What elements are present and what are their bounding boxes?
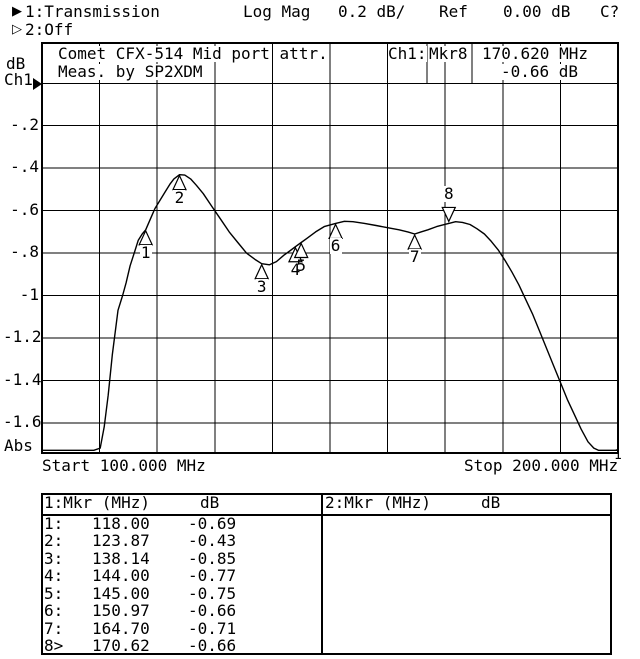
marker-row-number: 3: xyxy=(44,548,64,568)
y-axis-label: -1 xyxy=(19,284,39,304)
marker-row-frequency: 138.14 xyxy=(92,548,150,568)
readout-level: -0.66 dB xyxy=(501,62,579,81)
table-1-header-label: 1:Mkr (MHz) xyxy=(44,493,150,512)
marker-5-symbol-icon xyxy=(293,242,309,259)
y-axis-label: -.6 xyxy=(10,199,39,219)
y-axis-label: -.2 xyxy=(10,114,39,134)
marker-row-frequency: 170.62 xyxy=(92,636,150,656)
table-header-underline xyxy=(43,514,321,516)
marker-row-frequency: 150.97 xyxy=(92,601,150,621)
marker-row-number: 4: xyxy=(44,566,64,586)
scale-label: 0.2 dB/ xyxy=(338,2,406,21)
marker-row-number: 2: xyxy=(44,531,64,551)
marker-2-number: 2 xyxy=(173,187,186,207)
marker-row-frequency: 118.00 xyxy=(92,513,150,533)
marker-row-level: -0.69 xyxy=(188,513,237,533)
marker-5-number: 5 xyxy=(296,255,306,275)
plot-title-word: port xyxy=(231,44,270,63)
marker-row-level: -0.75 xyxy=(188,583,237,603)
ref-label: Ref xyxy=(439,2,468,21)
trace xyxy=(41,173,619,451)
plot-title-word: Comet xyxy=(58,44,107,63)
plot-title-word: Meas. xyxy=(58,62,107,81)
marker-8-number: 8 xyxy=(442,184,455,204)
marker-row-level: -0.66 xyxy=(188,636,237,656)
y-axis-unit-label: dB xyxy=(6,54,26,73)
marker-row-frequency: 164.70 xyxy=(92,618,150,638)
plot-title-word: CFX-514 xyxy=(115,44,184,63)
table-2-header-unit: dB xyxy=(481,493,501,512)
marker-table-channel-1 xyxy=(41,493,323,655)
y-axis-channel-label: Ch1 xyxy=(4,70,33,89)
marker-row-level: -0.85 xyxy=(188,548,237,568)
marker-row-number: 7: xyxy=(44,618,64,638)
marker-8-symbol-icon xyxy=(441,206,457,223)
marker-row-frequency: 144.00 xyxy=(92,566,150,586)
marker-1-number: 1 xyxy=(139,242,152,262)
table-header-underline xyxy=(323,514,610,516)
marker-row-number: 1: xyxy=(44,513,64,533)
channel-2-label: 2:Off xyxy=(25,20,74,39)
cal-status-label: C? xyxy=(600,2,620,21)
trace-number-label: 1 xyxy=(614,448,622,463)
marker-row-level: -0.77 xyxy=(188,566,237,586)
marker-row-number: 5: xyxy=(44,583,64,603)
stop-frequency-label: Stop 200.000 MHz xyxy=(464,456,619,475)
readout-cell-borders xyxy=(426,43,473,84)
table-2-header-label: 2:Mkr (MHz) xyxy=(325,493,431,512)
readout-frequency: 170.620 MHz xyxy=(482,44,588,63)
marker-row-number: 6: xyxy=(44,601,64,621)
readout-marker: Mkr8 xyxy=(429,44,468,63)
start-frequency-label: Start 100.000 MHz xyxy=(42,456,206,475)
plot-title-word: Mid xyxy=(192,44,222,63)
channel-1-active-icon: ▶ xyxy=(12,4,22,19)
ref-value: 0.00 dB xyxy=(503,2,571,21)
channel-1-label: 1:Transmission xyxy=(25,2,160,21)
marker-3-number: 3 xyxy=(255,276,268,296)
readout-channel: Ch1: xyxy=(388,44,427,63)
y-axis-label: -1.4 xyxy=(3,369,42,389)
plot-title-word: by xyxy=(115,62,136,81)
channel-2-inactive-icon: ▷ xyxy=(12,22,22,37)
y-axis-abs-label: Abs xyxy=(4,436,33,455)
marker-4-number: 4 xyxy=(290,259,301,279)
y-axis-label: -1.2 xyxy=(3,327,42,346)
marker-row-level: -0.66 xyxy=(188,601,237,621)
table-1-header-unit: dB xyxy=(200,493,220,512)
marker-6-number: 6 xyxy=(329,236,342,256)
marker-row-level: -0.43 xyxy=(188,531,237,551)
y-axis-label: -.4 xyxy=(10,157,39,176)
format-label: Log Mag xyxy=(243,2,311,21)
plot-title-word: SP2XDM xyxy=(144,62,203,81)
marker-row-level: -0.71 xyxy=(188,618,237,638)
marker-table-channel-2 xyxy=(321,493,612,655)
marker-row-number: 8> xyxy=(44,636,64,656)
y-axis-label: -.8 xyxy=(10,242,39,261)
ref-level-marker-icon xyxy=(33,78,42,90)
y-axis-label: -1.6 xyxy=(3,412,42,431)
marker-7-number: 7 xyxy=(408,247,421,267)
marker-row-frequency: 145.00 xyxy=(92,583,150,603)
plot-grid-border xyxy=(41,42,619,454)
plot-title-word: attr. xyxy=(279,44,328,63)
marker-row-frequency: 123.87 xyxy=(92,531,150,551)
